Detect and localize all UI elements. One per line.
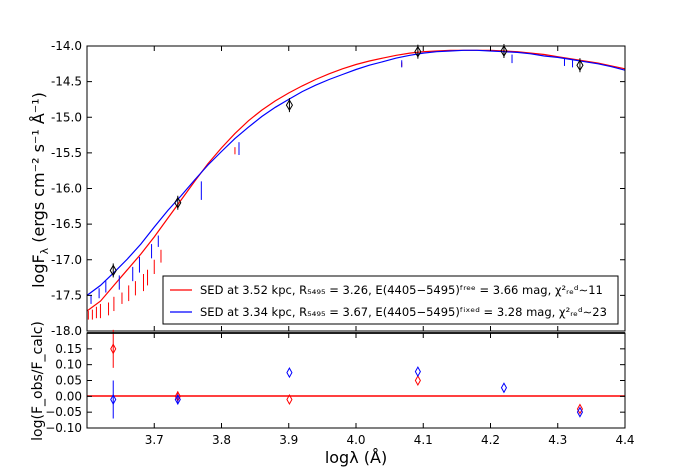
y-tick-label: −0.05: [45, 405, 82, 419]
top-y-axis-ticks: -14.0 -14.5 -15.0 -15.5 -16.0 -16.5 -17.0 -17.5…: [51, 39, 626, 338]
sed-top-panel: -14.0 -14.5 -15.0 -15.5 -16.0 -16.5 -17.0 -17.5…: [29, 39, 626, 338]
y-tick-label: -16.0: [51, 182, 82, 196]
observed-point: [414, 45, 422, 58]
residual-point: [576, 403, 584, 415]
y-tick-label: -17.0: [51, 253, 82, 267]
residual-point: [286, 393, 293, 406]
x-tick-label: 4.0: [346, 433, 365, 447]
legend: SED at 3.52 kpc, R₅₄₉₅ = 3.26, E(4405−54…: [162, 275, 619, 325]
bottom-y-axis-label: log(F_obs/F_calc): [30, 321, 46, 441]
y-tick-label: -17.5: [51, 288, 82, 302]
x-axis-ticks: 3.7 3.8 3.9 4.0 4.1 4.2 4.3 4.4: [145, 333, 635, 447]
sed-curve-1: [86, 49, 626, 296]
residual-point: [500, 382, 508, 394]
residual-point: [286, 367, 293, 379]
sed-curves: [86, 49, 626, 312]
residual-point: [576, 406, 584, 418]
y-tick-label: 0.00: [55, 389, 82, 403]
residual-point: [414, 366, 421, 378]
x-tick-label: 4.3: [548, 433, 567, 447]
observed-points: [109, 43, 584, 278]
observed-point: [576, 59, 584, 72]
y-tick-label: -14.5: [51, 75, 82, 89]
x-tick-label: 4.4: [615, 433, 634, 447]
top-y-axis-label: logFλ (ergs cm⁻² s⁻¹ Å⁻¹): [29, 92, 51, 288]
y-tick-label: -14.0: [51, 39, 82, 53]
residual-points: [110, 329, 584, 419]
legend-entry-blue: SED at 3.34 kpc, R₅₄₉₅ = 3.67, E(4405−54…: [200, 305, 607, 319]
x-tick-label: 4.2: [481, 433, 500, 447]
sed-line-features: [87, 54, 574, 320]
residual-point: [110, 343, 117, 355]
y-tick-label: -16.5: [51, 217, 82, 231]
bottom-plot-frame: [86, 332, 626, 429]
residuals-panel: 0.15 0.10 0.050.00 −0.05 −0.10 3.7 3.8 3.9 4.0 4…: [30, 321, 635, 467]
y-tick-label: −0.10: [45, 421, 82, 435]
y-tick-label: 0.05: [55, 374, 82, 388]
y-tick-label: 0.15: [55, 342, 82, 356]
y-tick-label: -15.5: [51, 146, 82, 160]
sed-curve-0: [86, 49, 626, 312]
legend-box: [162, 275, 619, 325]
residual-point: [414, 374, 421, 387]
observed-point: [500, 45, 508, 57]
x-tick-label: 3.7: [145, 433, 164, 447]
x-tick-label: 3.9: [279, 433, 298, 447]
observed-point: [174, 196, 182, 209]
residual-point: [174, 393, 181, 406]
residual-point: [110, 393, 117, 406]
x-axis-label: logλ (Å): [325, 448, 387, 467]
bottom-y-axis-ticks: 0.15 0.10 0.050.00 −0.05 −0.10: [45, 342, 625, 435]
x-tick-label: 4.1: [414, 433, 433, 447]
legend-entry-red: SED at 3.52 kpc, R₅₄₉₅ = 3.26, E(4405−54…: [200, 283, 603, 297]
y-tick-label: -18.0: [51, 324, 82, 338]
x-tick-label: 3.8: [212, 433, 231, 447]
observed-point: [285, 99, 294, 112]
y-tick-label: -15.0: [51, 110, 82, 124]
observed-point: [109, 264, 117, 277]
y-tick-label: 0.10: [55, 358, 82, 372]
